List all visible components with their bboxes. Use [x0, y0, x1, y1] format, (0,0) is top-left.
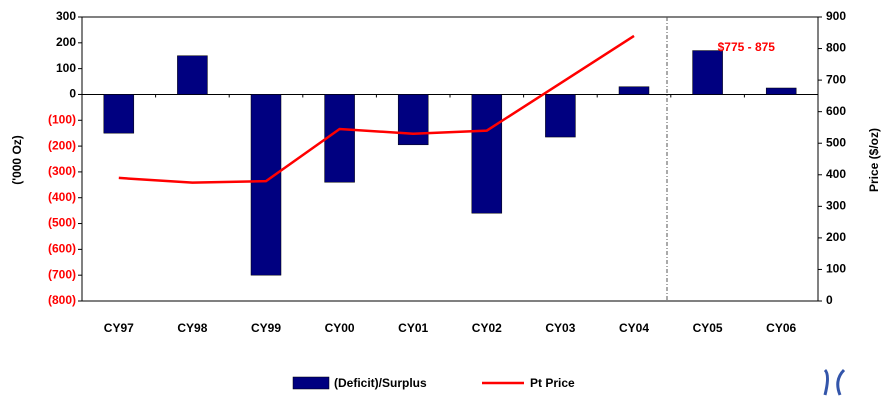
y-tick-label: (800)	[48, 293, 76, 307]
x-tick-label: CY98	[177, 321, 207, 335]
y2-tick-label: 800	[826, 41, 846, 55]
bar	[250, 94, 282, 276]
y2-tick-label: 200	[826, 230, 846, 244]
y-tick-label: (300)	[48, 164, 76, 178]
legend-label: Pt Price	[530, 376, 575, 390]
logo	[823, 368, 846, 396]
x-tick-label: CY00	[325, 321, 355, 335]
x-tick-label: CY01	[398, 321, 428, 335]
x-tick-label: CY05	[693, 321, 723, 335]
y-tick-label: (600)	[48, 242, 76, 256]
x-tick-label: CY03	[545, 321, 575, 335]
bar	[618, 86, 650, 95]
y2-tick-label: 500	[826, 135, 846, 149]
x-tick-label: CY04	[619, 321, 649, 335]
y2-tick-label: 600	[826, 104, 846, 118]
y-tick-label: 100	[56, 61, 76, 75]
y-tick-label: (200)	[48, 138, 76, 152]
y-tick-label: (500)	[48, 216, 76, 230]
bar	[324, 94, 355, 183]
bar	[471, 94, 503, 214]
y-tick-label: (400)	[48, 190, 76, 204]
y2-tick-label: 400	[826, 167, 846, 181]
y-tick-label: 200	[56, 35, 76, 49]
bar	[545, 94, 576, 138]
y2-tick-label: 900	[826, 9, 846, 23]
legend-label: (Deficit)/Surplus	[334, 376, 427, 390]
y2-tick-label: 100	[826, 262, 846, 276]
y2-tick-label: 0	[826, 293, 833, 307]
bar	[692, 50, 723, 95]
line	[118, 34, 635, 184]
x-tick-label: CY06	[766, 321, 796, 335]
y2-axis-title: Price ($/oz)	[867, 128, 881, 192]
annotation: $775 - 875	[718, 40, 776, 54]
bar	[397, 94, 429, 146]
legend-swatch	[292, 376, 330, 390]
y2-tick-label: 300	[826, 199, 846, 213]
y-axis-title: ('000 Oz)	[10, 135, 24, 185]
y-tick-label: 300	[56, 9, 76, 23]
bar	[177, 55, 208, 95]
x-tick-label: CY97	[104, 321, 134, 335]
x-tick-label: CY99	[251, 321, 281, 335]
bar	[765, 87, 797, 95]
y-tick-label: 0	[69, 87, 76, 101]
x-tick-label: CY02	[472, 321, 502, 335]
y-tick-label: (700)	[48, 267, 76, 281]
plot-frame	[81, 16, 819, 302]
bar	[103, 94, 135, 134]
y2-tick-label: 700	[826, 72, 846, 86]
y-tick-label: (100)	[48, 112, 76, 126]
